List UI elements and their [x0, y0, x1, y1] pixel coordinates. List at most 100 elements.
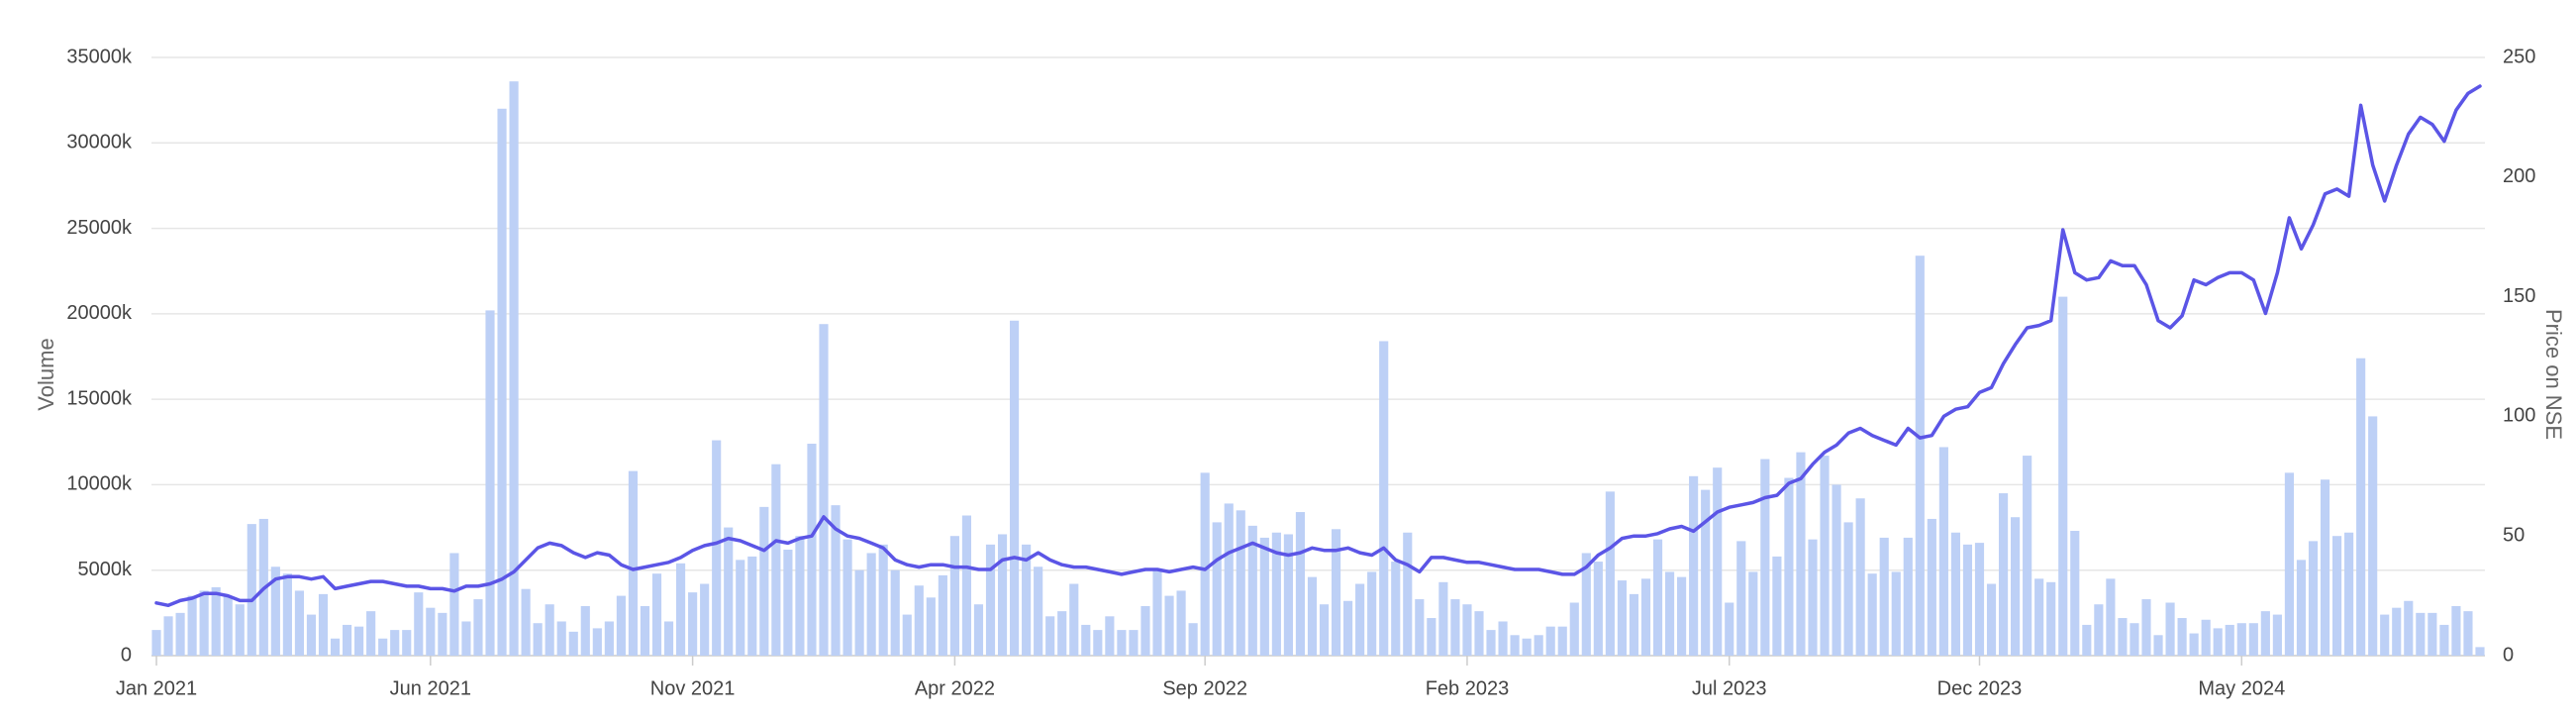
volume-bar	[2463, 611, 2473, 656]
volume-bar	[1962, 544, 1973, 656]
volume-bar	[1486, 630, 1496, 656]
volume-bar	[2070, 531, 2080, 656]
volume-bar	[842, 539, 852, 656]
volume-bar	[1034, 566, 1043, 656]
y-axis-title: Volume	[34, 338, 58, 410]
volume-bar	[2331, 536, 2342, 656]
volume-bar	[747, 556, 757, 656]
volume-bar	[390, 630, 400, 656]
volume-bar	[1832, 484, 1841, 656]
volume-bar	[1283, 534, 1293, 656]
volume-bar	[426, 607, 436, 656]
volume-bar	[1438, 581, 1448, 656]
volume-bar	[938, 574, 947, 656]
volume-bar	[438, 612, 447, 656]
volume-bar	[2082, 624, 2092, 656]
volume-bar	[1677, 576, 1687, 656]
volume-bar	[1474, 611, 1484, 656]
volume-bar	[1998, 493, 2009, 656]
volume-bar	[961, 515, 972, 656]
volume-bar	[2356, 358, 2366, 656]
volume-bar	[1748, 571, 1758, 656]
volume-bar	[2130, 623, 2139, 656]
y2-axis-title: Price on NSE	[2541, 309, 2566, 440]
volume-bar	[771, 464, 781, 656]
volume-bar	[2153, 635, 2163, 656]
volume-bar	[1212, 522, 1222, 656]
volume-bar	[1974, 543, 1985, 656]
volume-bar	[997, 534, 1008, 656]
volume-bar	[235, 604, 245, 656]
volume-bar	[1331, 529, 1341, 656]
volume-bar	[2248, 623, 2258, 656]
volume-bar	[973, 604, 984, 656]
volume-bar	[604, 621, 614, 656]
volume-bar	[914, 585, 924, 656]
volume-bar	[2475, 647, 2485, 656]
volume-bar	[1855, 498, 1865, 656]
volume-bar	[270, 566, 280, 656]
volume-bar	[1796, 452, 1806, 656]
volume-bar	[1415, 599, 1425, 656]
volume-bar	[1879, 537, 1889, 656]
volume-bar	[1617, 580, 1627, 656]
volume-bar	[1224, 503, 1234, 656]
volume-bar	[1105, 616, 1115, 656]
volume-bar	[949, 536, 959, 656]
volume-bar	[1652, 539, 1663, 656]
y2-tick-label: 100	[2503, 405, 2535, 427]
volume-bar	[759, 506, 769, 656]
volume-bar	[1522, 638, 1532, 656]
volume-bar	[2106, 578, 2116, 656]
volume-bar	[2344, 532, 2354, 656]
volume-bar	[1081, 624, 1091, 656]
volume-bar	[1867, 573, 1877, 656]
volume-bar	[1271, 532, 1281, 656]
volume-bar	[616, 595, 626, 656]
volume-bar	[1915, 256, 1925, 656]
volume-bar	[902, 614, 912, 656]
y-tick-label: 15000k	[66, 387, 133, 409]
volume-bar	[2308, 541, 2319, 656]
volume-bar	[1117, 630, 1127, 656]
volume-bar	[354, 626, 364, 656]
volume-bar	[473, 599, 483, 656]
volume-bar	[2225, 624, 2234, 656]
volume-bar	[2404, 600, 2414, 656]
volume-bar	[736, 560, 745, 656]
volume-bar	[318, 593, 329, 656]
x-tick-label: Jan 2021	[116, 677, 197, 699]
volume-bar	[688, 592, 698, 656]
volume-bar	[163, 616, 173, 656]
volume-bar	[854, 569, 864, 656]
volume-bar	[2165, 602, 2175, 656]
volume-bar	[1236, 510, 1245, 656]
y-tick-label: 20000k	[66, 302, 133, 324]
volume-bar	[1545, 626, 1555, 656]
x-tick-label: Jun 2021	[390, 677, 471, 699]
volume-bar	[2284, 472, 2294, 656]
volume-bar	[306, 614, 317, 656]
volume-bar	[1367, 571, 1377, 656]
volume-bar	[1057, 611, 1067, 656]
volume-bar	[378, 638, 388, 656]
volume-bar	[2380, 614, 2390, 656]
volume-bar	[1534, 635, 1543, 656]
volume-bar	[1295, 512, 1306, 656]
volume-bar	[831, 505, 841, 656]
volume-bar	[985, 544, 996, 656]
volume-bar	[2451, 605, 2461, 656]
y-tick-label: 0	[121, 644, 132, 666]
volume-bar	[795, 536, 805, 656]
volume-bar	[2296, 560, 2307, 656]
volume-bar	[1820, 456, 1830, 656]
volume-bar	[2272, 614, 2282, 656]
volume-bar	[2034, 578, 2044, 656]
volume-bar	[712, 440, 722, 656]
x-tick-label: May 2024	[2198, 677, 2285, 699]
volume-bar	[2368, 416, 2378, 656]
volume-bar	[1891, 571, 1901, 656]
volume-bar	[1510, 635, 1520, 656]
volume-bar	[1950, 532, 1960, 656]
